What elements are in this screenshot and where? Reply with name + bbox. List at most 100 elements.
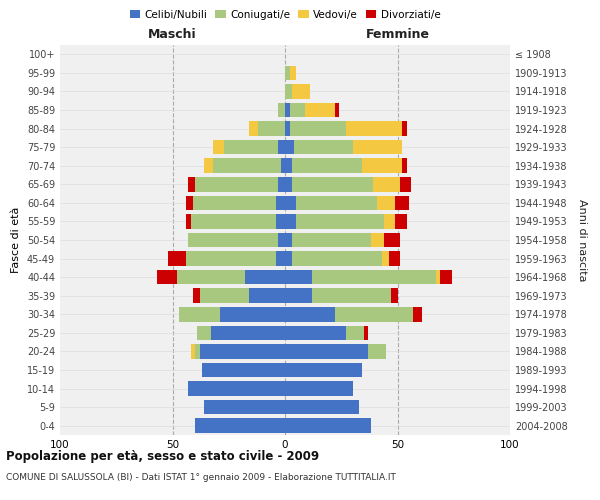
Bar	[195, 177, 278, 192]
Bar	[335, 307, 413, 322]
Bar	[285, 363, 361, 377]
Bar	[285, 103, 290, 117]
Bar	[191, 344, 195, 358]
Bar	[296, 196, 377, 210]
Bar	[281, 158, 285, 173]
Bar	[285, 344, 368, 358]
Bar	[278, 103, 285, 117]
Bar	[276, 196, 285, 210]
Bar	[335, 103, 339, 117]
Bar	[285, 382, 353, 396]
Bar	[361, 158, 402, 173]
Bar	[389, 252, 400, 266]
Bar	[346, 326, 364, 340]
Bar	[296, 214, 384, 228]
Bar	[395, 214, 407, 228]
Bar	[402, 122, 407, 136]
Y-axis label: Fasce di età: Fasce di età	[11, 207, 21, 273]
Bar	[186, 196, 193, 210]
Bar	[285, 307, 335, 322]
Bar	[285, 66, 290, 80]
Bar	[292, 177, 373, 192]
Bar	[285, 418, 371, 433]
Bar	[245, 270, 285, 284]
Bar	[177, 270, 245, 284]
Bar	[285, 84, 292, 98]
Bar	[188, 382, 285, 396]
Bar	[384, 214, 395, 228]
Bar	[202, 363, 285, 377]
Text: Femmine: Femmine	[365, 28, 430, 42]
Bar	[436, 270, 440, 284]
Bar	[213, 158, 281, 173]
Bar	[197, 326, 211, 340]
Bar	[224, 140, 278, 154]
Bar	[278, 177, 285, 192]
Bar	[395, 196, 409, 210]
Bar	[400, 177, 411, 192]
Bar	[276, 214, 285, 228]
Bar	[368, 344, 386, 358]
Bar	[382, 252, 389, 266]
Bar	[391, 288, 398, 303]
Bar	[346, 122, 402, 136]
Bar	[188, 233, 278, 247]
Bar	[305, 103, 335, 117]
Bar	[285, 400, 359, 414]
Bar	[373, 177, 400, 192]
Bar	[371, 233, 384, 247]
Bar	[179, 307, 220, 322]
Bar	[353, 140, 402, 154]
Bar	[285, 158, 292, 173]
Bar	[292, 233, 371, 247]
Text: Popolazione per età, sesso e stato civile - 2009: Popolazione per età, sesso e stato civil…	[6, 450, 319, 463]
Bar	[294, 140, 353, 154]
Bar	[402, 158, 407, 173]
Bar	[413, 307, 422, 322]
Bar	[204, 158, 213, 173]
Bar	[249, 288, 285, 303]
Bar	[292, 158, 361, 173]
Bar	[204, 400, 285, 414]
Legend: Celibi/Nubili, Coniugati/e, Vedovi/e, Divorziati/e: Celibi/Nubili, Coniugati/e, Vedovi/e, Di…	[125, 6, 445, 24]
Bar	[440, 270, 452, 284]
Bar	[188, 177, 195, 192]
Bar	[199, 344, 285, 358]
Bar	[258, 122, 285, 136]
Text: COMUNE DI SALUSSOLA (BI) - Dati ISTAT 1° gennaio 2009 - Elaborazione TUTTITALIA.: COMUNE DI SALUSSOLA (BI) - Dati ISTAT 1°…	[6, 472, 396, 482]
Bar	[213, 140, 224, 154]
Y-axis label: Anni di nascita: Anni di nascita	[577, 198, 587, 281]
Bar	[168, 252, 186, 266]
Bar	[278, 140, 285, 154]
Bar	[186, 214, 191, 228]
Bar	[186, 252, 276, 266]
Bar	[384, 233, 400, 247]
Bar	[285, 252, 292, 266]
Bar	[312, 270, 436, 284]
Bar	[285, 288, 312, 303]
Text: Maschi: Maschi	[148, 28, 197, 42]
Bar	[285, 122, 290, 136]
Bar	[290, 122, 346, 136]
Bar	[193, 196, 276, 210]
Bar	[285, 140, 294, 154]
Bar	[285, 326, 346, 340]
Bar	[278, 233, 285, 247]
Bar	[211, 326, 285, 340]
Bar	[285, 270, 312, 284]
Bar	[191, 214, 276, 228]
Bar	[276, 252, 285, 266]
Bar	[285, 177, 292, 192]
Bar	[199, 288, 249, 303]
Bar	[292, 252, 382, 266]
Bar	[377, 196, 395, 210]
Bar	[249, 122, 258, 136]
Bar	[157, 270, 177, 284]
Bar	[290, 66, 296, 80]
Bar	[290, 103, 305, 117]
Bar	[312, 288, 391, 303]
Bar	[292, 84, 310, 98]
Bar	[285, 196, 296, 210]
Bar	[364, 326, 368, 340]
Bar	[193, 288, 199, 303]
